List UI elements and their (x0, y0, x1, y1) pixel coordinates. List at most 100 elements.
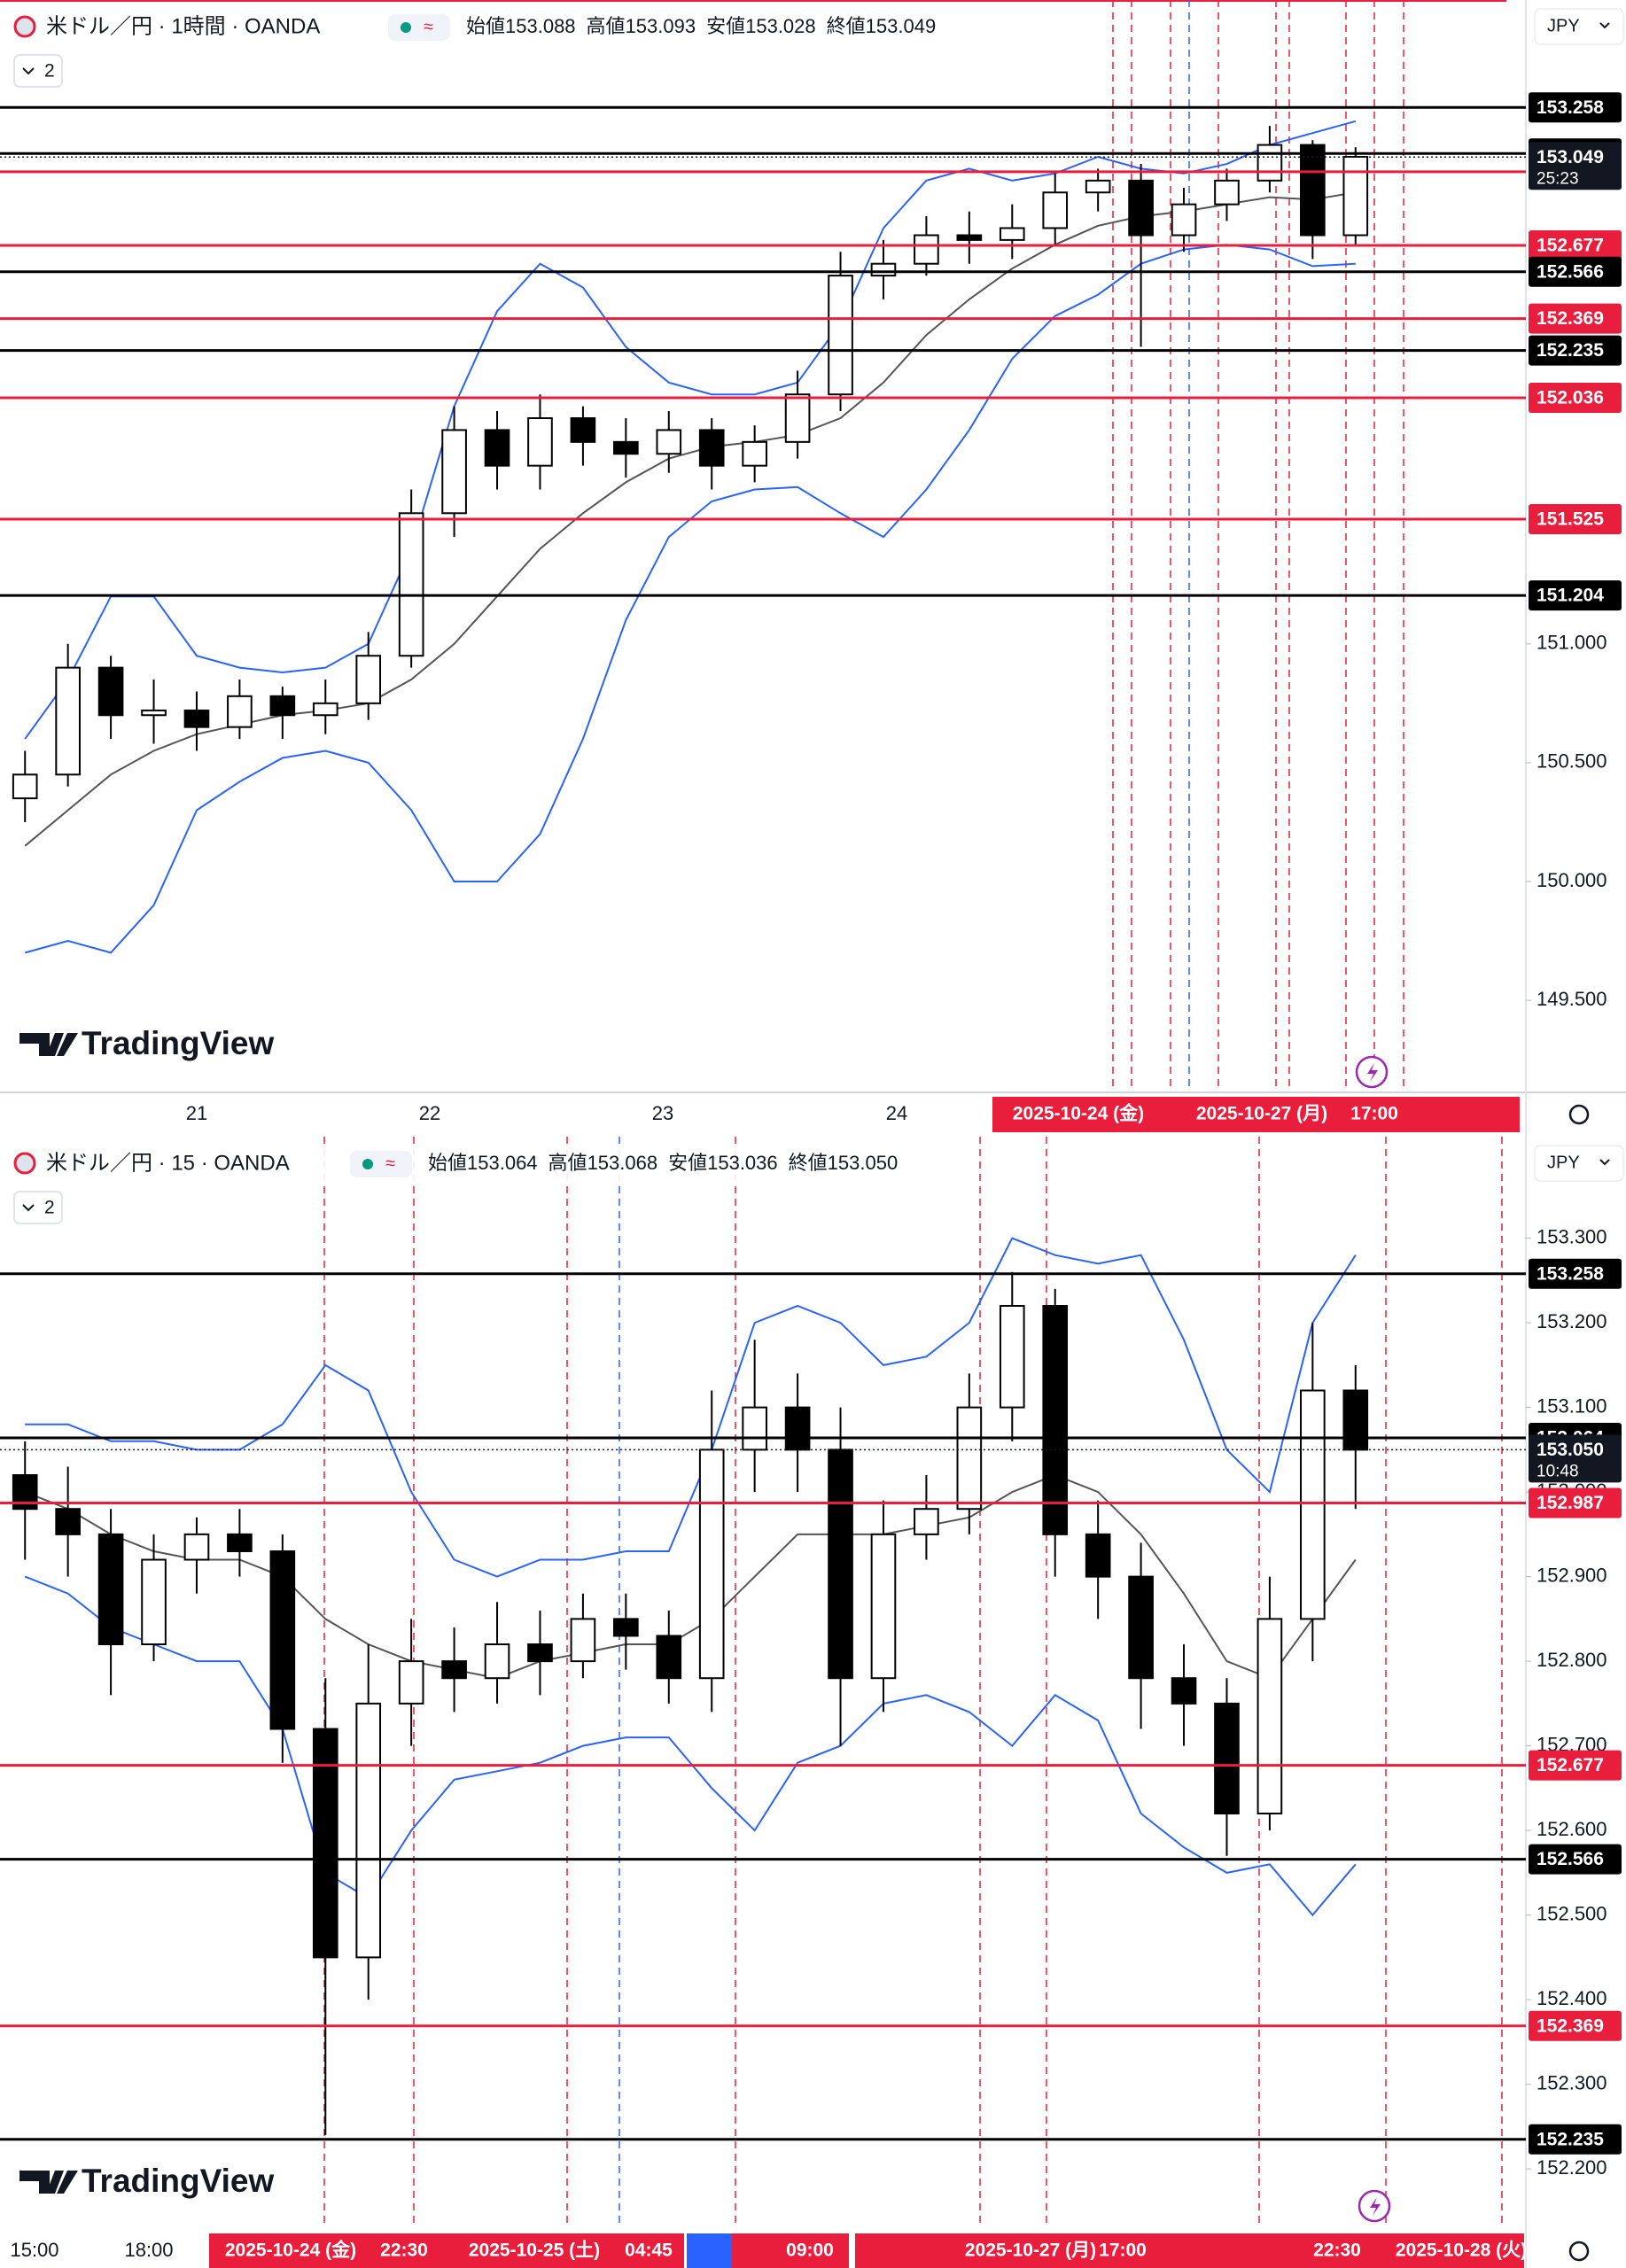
level-label: 153.258 (1537, 97, 1604, 118)
candle-body (97, 666, 124, 717)
ohlc-value: 153.028 (745, 15, 816, 37)
time-marker-label: 17:00 (1350, 1104, 1398, 1124)
x-tick-label: 18:00 (124, 2239, 173, 2261)
level-label-bg (1529, 382, 1622, 413)
level-label-bg (1529, 1750, 1622, 1781)
level-label-bg (1529, 503, 1622, 534)
countdown: 10:48 (1537, 1462, 1579, 1480)
level-label-bg (1529, 1258, 1622, 1289)
candle-body (1042, 1305, 1069, 1535)
level-label: 152.677 (1537, 236, 1604, 256)
indicator-toggle (13, 54, 63, 88)
time-marker-bar (855, 2233, 1524, 2268)
ohlc-value: 153.064 (467, 1152, 538, 1174)
x-tick-label: 15:00 (10, 2239, 58, 2261)
plot-area: 152.200152.300152.400152.500152.600152.7… (12, 1137, 1607, 2228)
candle-body (527, 1643, 553, 1663)
status-dot (362, 1159, 373, 1169)
candle-body (784, 393, 811, 443)
level-label: 152.987 (1537, 1493, 1604, 1513)
candle-body (441, 429, 467, 515)
candle-body (698, 429, 725, 467)
candle-body (698, 1449, 725, 1680)
y-tick-label: 153.200 (1537, 1310, 1607, 1332)
ohlc-label: 安値 (706, 15, 745, 37)
candle-body (12, 773, 38, 800)
candle-body (183, 1533, 210, 1561)
header-bg (7, 1146, 964, 1183)
settings-icon (1568, 1104, 1590, 1125)
level-label: 152.369 (1537, 308, 1604, 329)
status-icon: ≈ (385, 1153, 395, 1173)
y-tick-label: 152.600 (1537, 1818, 1607, 1840)
symbol-flag (13, 1152, 36, 1175)
watermark: TradingView (82, 2163, 274, 2199)
currency: JPY (1547, 1153, 1580, 1172)
y-tick-label: 152.300 (1537, 2071, 1607, 2093)
time-marker-label: 2025-10-27 (月) (965, 2241, 1096, 2261)
y-tick-label: 152.800 (1537, 1649, 1607, 1671)
y-tick-label: 150.500 (1537, 750, 1607, 773)
header-bg (7, 9, 964, 46)
bollinger-middle (24, 1473, 1357, 1680)
ohlc: 始値153.088 高値153.093 安値153.028 終値153.049 (466, 15, 936, 37)
level-label: 152.677 (1537, 1755, 1604, 1775)
candle-body (398, 512, 424, 657)
time-marker-label: 2025-10-27 (月) (1196, 1104, 1327, 1124)
settings-icon (1568, 2241, 1590, 2262)
alert-bolt (1367, 1063, 1378, 1082)
time-marker-bar (992, 1097, 1520, 1132)
level-label-bg (1529, 335, 1622, 366)
countdown: 25:23 (1537, 169, 1579, 188)
y-tick-label: 153.100 (1537, 1394, 1607, 1417)
level-label-bg (1529, 580, 1622, 611)
candle-body (312, 702, 338, 717)
ohlc-value: 153.050 (828, 1152, 899, 1174)
last-price-label: 153.050 (1537, 1440, 1604, 1460)
time-marker-bar (732, 2233, 849, 2268)
candle-body (956, 1406, 983, 1511)
time-marker-bar (687, 2233, 732, 2268)
ohlc: 始値153.064 高値153.068 安値153.036 終値153.050 (428, 1152, 898, 1174)
candle-body (441, 1660, 467, 1680)
candle-body (1342, 1389, 1369, 1451)
y-tick-label: 151.000 (1537, 632, 1607, 654)
ohlc-label: 始値 (428, 1152, 467, 1174)
tv-logo (19, 1033, 78, 1056)
x-tick-label: 23 (652, 1102, 673, 1124)
candle-body (870, 262, 897, 277)
x-tick-label: 24 (886, 1102, 907, 1124)
candle-body (1042, 191, 1069, 229)
time-marker-label: 2025-10-25 (土) (469, 2241, 600, 2261)
candle-body (613, 1618, 639, 1637)
currency-box (1534, 1145, 1624, 1182)
y-tick-label: 149.500 (1537, 988, 1607, 1010)
candle-body (828, 275, 853, 396)
chevron (22, 1204, 35, 1212)
time-marker-label: 22:30 (1313, 2241, 1361, 2261)
status-pill (388, 14, 450, 41)
candle-body (1256, 1618, 1283, 1815)
candle-body (914, 234, 939, 265)
candle-body (141, 1558, 167, 1646)
candle-body (55, 666, 81, 776)
candle-body (570, 1618, 596, 1663)
ohlc-label: 高値 (587, 15, 626, 37)
candle-body (355, 655, 382, 704)
level-label-bg (1529, 1844, 1622, 1875)
candle-body (1256, 144, 1283, 182)
candle-body (914, 1508, 939, 1535)
symbol-title: 米ドル／円 · 1時間 · OANDA (46, 14, 320, 38)
y-tick-label: 152.200 (1537, 2156, 1607, 2179)
y-tick-label: 150.000 (1537, 869, 1607, 891)
level-label-bg (1529, 1487, 1622, 1518)
symbol-flag (13, 15, 36, 38)
time-marker-label: 2025-10-24 (金) (225, 2240, 356, 2261)
candle-body (1342, 156, 1369, 237)
level-label: 152.369 (1537, 2016, 1604, 2036)
ohlc-value: 153.036 (707, 1152, 778, 1174)
time-marker-label: 17:00 (1099, 2241, 1147, 2261)
candle-body (141, 709, 167, 717)
